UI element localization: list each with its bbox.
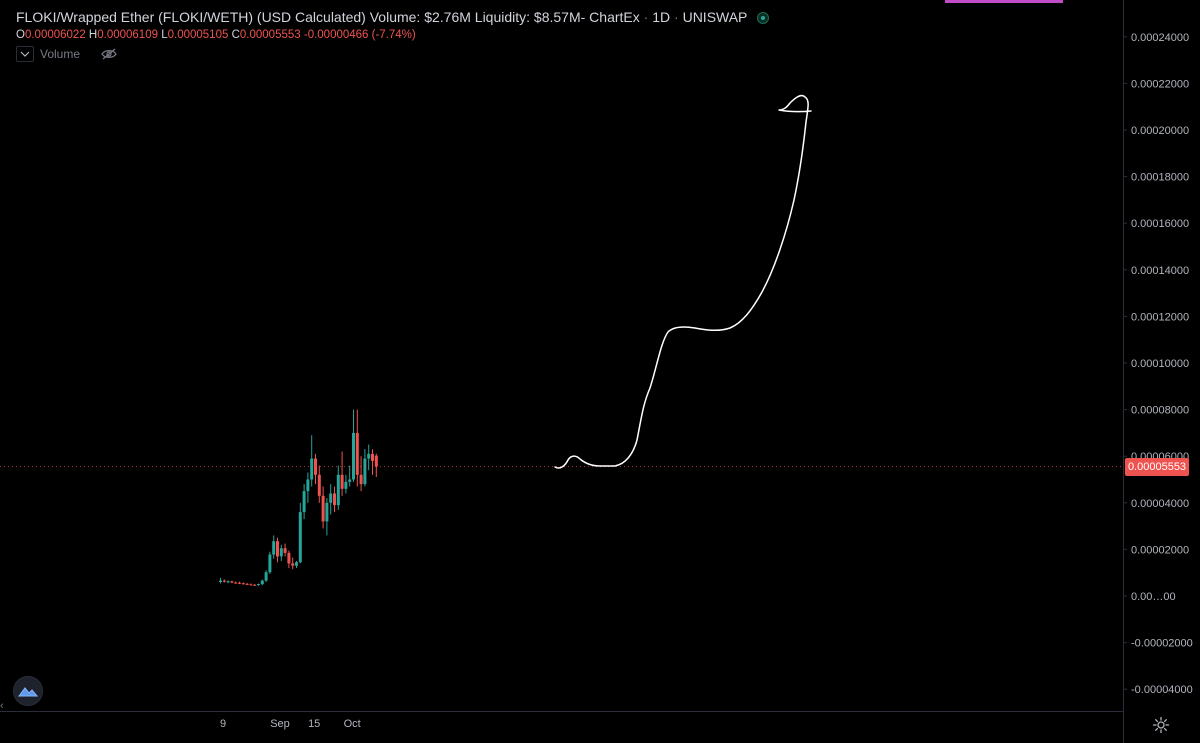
time-tick-label: Sep [270, 718, 290, 730]
candle-body-up [295, 562, 298, 566]
symbol-title: FLOKI/Wrapped Ether (FLOKI/WETH) (USD Ca… [16, 9, 640, 25]
hand-drawn-projection-line[interactable] [554, 94, 812, 469]
price-tick-label: 0.00008000 [1131, 405, 1189, 417]
price-tick-label: 0.00016000 [1131, 218, 1189, 230]
candle-body-down [291, 563, 295, 566]
legend-separator: · [643, 9, 649, 25]
volume-study-label: Volume [40, 47, 81, 61]
legend-separator: · [674, 9, 679, 25]
candle-body-down [276, 541, 279, 557]
candle-body-down [253, 584, 257, 586]
close-label: C [231, 29, 240, 41]
price-tick-label: -0.00002000 [1131, 638, 1193, 650]
price-tick-label: 0.00024000 [1131, 32, 1189, 44]
interval-label: 1D [652, 9, 671, 25]
open-label: O [16, 29, 25, 41]
price-tick-label: 0.00014000 [1131, 265, 1189, 277]
candle-body-down [355, 432, 359, 475]
candle-body-down [230, 581, 234, 583]
candle-body-up [272, 541, 276, 555]
candle-body-up [260, 580, 264, 585]
candle-body-up [302, 491, 306, 513]
chevron-down-icon[interactable] [16, 46, 34, 62]
high-label: H [88, 29, 98, 41]
price-tick-label: 0.00…00 [1131, 591, 1176, 603]
collapse-left-icon[interactable]: ‹ [0, 700, 4, 712]
candle-body-down [340, 474, 344, 489]
eye-hidden-icon[interactable] [100, 46, 118, 62]
candle-body-down [283, 548, 287, 553]
candle-body-up [363, 458, 367, 485]
candle-body-up [329, 493, 333, 503]
candle-body-up [298, 512, 302, 563]
candle-body-up [268, 554, 272, 573]
change-value: -0.00000466 (-7.74%) [303, 29, 416, 41]
gear-icon[interactable] [1152, 716, 1170, 734]
mountain-logo-icon[interactable] [13, 676, 43, 706]
candle-body-down [321, 495, 325, 522]
high-value: 0.00006109 [97, 29, 158, 41]
candle-body-up [344, 481, 348, 489]
candle-body-up [352, 432, 355, 480]
price-tick-label: 0.00018000 [1131, 172, 1189, 184]
price-tick-label: 0.00012000 [1131, 311, 1189, 323]
time-axis[interactable]: 9 Sep 15 Oct [220, 718, 361, 730]
price-tick-label: 0.00020000 [1131, 125, 1189, 137]
time-tick-label: Oct [344, 718, 361, 730]
candle-body-down [287, 552, 291, 564]
candle-body-down [241, 583, 245, 585]
candle-body-up [264, 572, 268, 581]
toolbar-accent-bar [945, 0, 1063, 3]
close-value: 0.00005553 [239, 29, 301, 41]
market-status-icon[interactable] [757, 12, 769, 24]
price-tick-label: 0.00004000 [1131, 498, 1189, 510]
candle-body-down [245, 583, 249, 585]
candlestick-series [0, 409, 1123, 586]
volume-study-row[interactable]: Volume [16, 45, 118, 63]
time-tick-label: 9 [220, 718, 226, 730]
low-label: L [161, 29, 168, 41]
time-tick-label: 15 [308, 718, 320, 730]
candle-body-down [371, 453, 374, 461]
candle-body-up [336, 474, 340, 506]
candle-body-down [222, 580, 226, 582]
candle-body-up [226, 581, 230, 583]
candle-body-up [325, 502, 329, 522]
candle-body-down [317, 474, 321, 496]
candle-body-up [348, 479, 352, 482]
candle-body-up [367, 453, 371, 459]
candle-body-down [359, 474, 363, 485]
candle-body-down [234, 582, 238, 584]
last-price-tag: 0.00005553 [1125, 458, 1189, 476]
price-tick-label: -0.00004000 [1131, 684, 1193, 696]
open-value: 0.00006022 [24, 29, 86, 41]
candle-body-up [279, 548, 283, 557]
price-tick-label: 0.00010000 [1131, 358, 1189, 370]
low-value: 0.00005105 [167, 29, 229, 41]
ohlc-values: O0.00006022 H0.00006109 L0.00005105 C0.0… [16, 29, 416, 41]
candle-body-up [306, 479, 310, 492]
price-tick-label: 0.00022000 [1131, 78, 1189, 90]
candle-body-down [314, 458, 317, 475]
candle-body-up [310, 458, 314, 480]
candle-body-down [333, 493, 336, 506]
candle-body-down [249, 584, 253, 586]
candle-body-up [257, 584, 260, 586]
candle-body-down [238, 582, 241, 584]
symbol-legend[interactable]: FLOKI/Wrapped Ether (FLOKI/WETH) (USD Ca… [16, 9, 747, 25]
price-axis[interactable]: 0.00024000 0.00022000 0.00020000 0.00018000… [1123, 32, 1193, 696]
candle-body-up [219, 580, 222, 583]
candle-body-down [374, 455, 378, 467]
exchange-label: UNISWAP [682, 9, 748, 25]
price-tick-label: 0.00002000 [1131, 544, 1189, 556]
